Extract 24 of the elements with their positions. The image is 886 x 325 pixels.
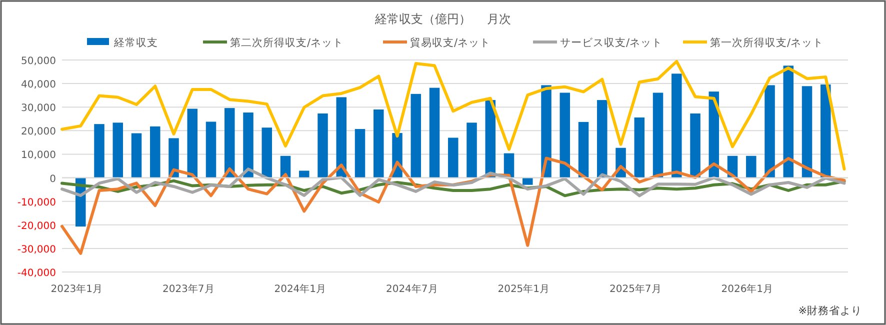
ytick: 10,000	[21, 150, 56, 162]
legend-label: 第二次所得収支/ネット	[230, 36, 344, 49]
ytick: 40,000	[21, 80, 56, 91]
legend-label: サービス収支/ネット	[560, 36, 663, 49]
title: 経常収支（億円） 月次	[375, 12, 511, 26]
ytick: -10,000	[17, 197, 56, 208]
legend-label: 貿易収支/ネット	[410, 36, 491, 49]
xtick: 2023年1月	[50, 284, 103, 295]
xtick: 2024年1月	[274, 284, 326, 295]
ytick: -30,000	[17, 244, 56, 256]
ytick: 20,000	[21, 126, 56, 138]
xtick: 2024年7月	[386, 284, 438, 295]
ytick: -40,000	[17, 268, 56, 279]
annotation: ※財務省より	[798, 305, 862, 317]
legend-label: 第一次所得収支/ネット	[710, 36, 824, 49]
xtick: 2025年1月	[498, 284, 550, 295]
legend-label: 経常収支	[113, 36, 158, 49]
ytick: 30,000	[21, 103, 56, 114]
ytick: -20,000	[17, 220, 56, 232]
ytick: 50,000	[21, 56, 56, 67]
xtick: 2025年7月	[609, 284, 662, 295]
xtick: 2023年7月	[162, 284, 214, 295]
ytick: 0	[50, 174, 56, 185]
xtick: 2026年1月	[721, 284, 774, 295]
